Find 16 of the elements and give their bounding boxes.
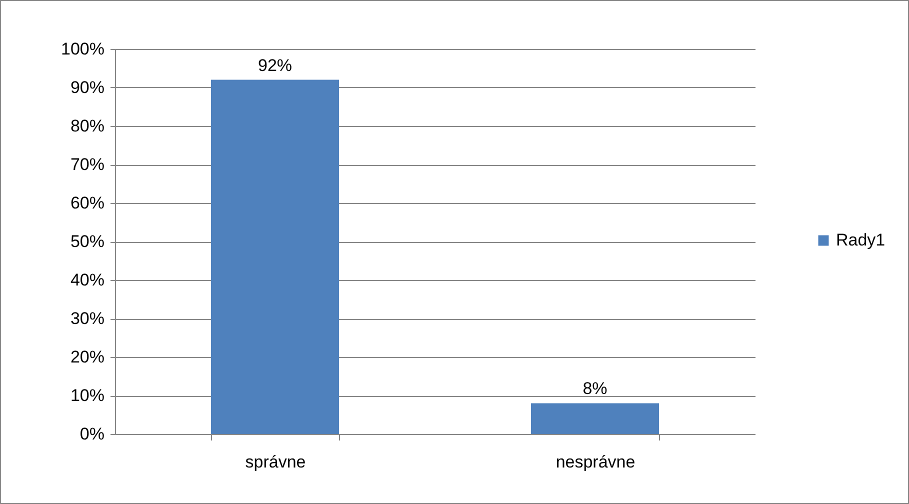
text: 92% (258, 56, 292, 75)
y-tick-label: 90% (70, 78, 104, 97)
text: 8% (582, 379, 608, 398)
y-tick-label: 60% (70, 194, 104, 212)
legend-label: Rady1 (836, 230, 886, 250)
y-tick-label: 30% (70, 309, 104, 328)
x-tick-label: správne (245, 452, 306, 472)
y-tick-label: 50% (70, 232, 104, 251)
y-tick-label: 70% (70, 155, 104, 174)
x-tick-label: nesprávne (556, 452, 636, 472)
y-tick-label: 20% (70, 348, 104, 366)
y-tick-label: 100% (61, 40, 104, 58)
y-tick-label: 10% (70, 386, 104, 405)
y-tick-label: 40% (70, 270, 104, 290)
y-tick-label: 80% (70, 116, 104, 136)
y-tick-label: 0% (80, 424, 104, 444)
